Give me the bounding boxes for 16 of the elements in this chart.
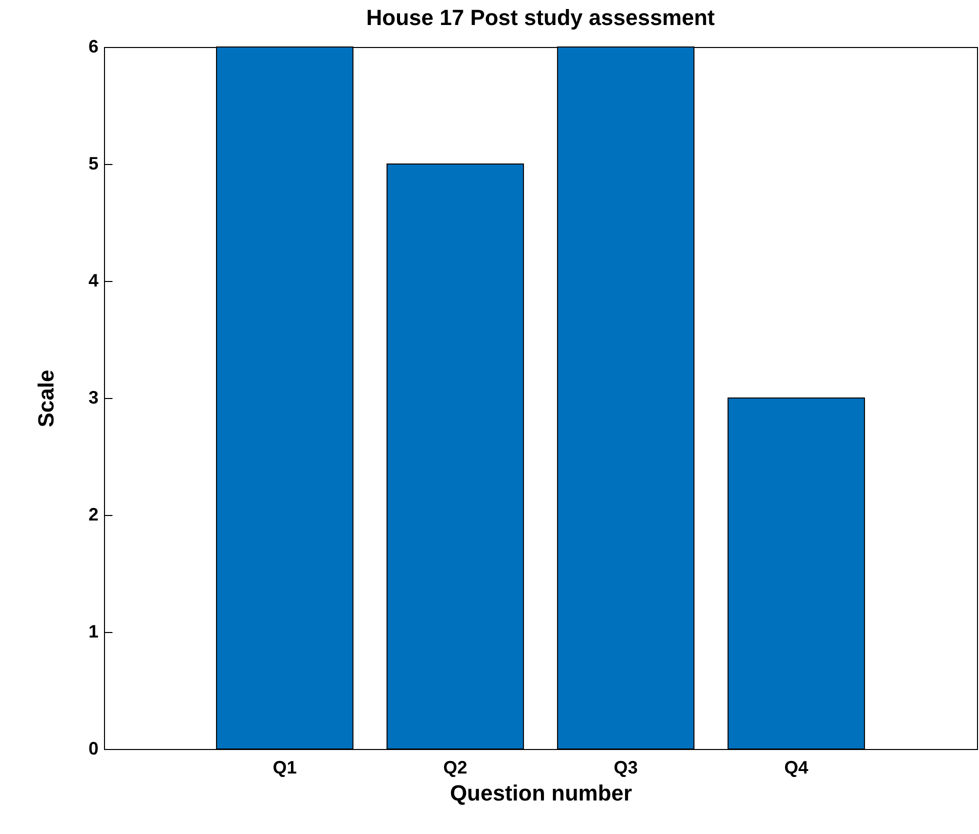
chart-title: House 17 Post study assessment: [366, 5, 716, 30]
y-tick-label: 3: [88, 388, 98, 408]
bar: [386, 164, 524, 750]
x-tick-label: Q3: [614, 758, 638, 778]
y-axis-title: Scale: [33, 370, 58, 428]
x-tick-label: Q2: [443, 758, 468, 778]
x-axis-title: Question number: [450, 780, 632, 806]
x-tick-label: Q1: [272, 758, 297, 778]
y-tick-label: 6: [88, 36, 98, 56]
y-tick-label: 2: [88, 504, 98, 524]
bar: [728, 398, 865, 750]
y-tick-label: 4: [88, 270, 98, 290]
y-tick-label: 1: [88, 622, 98, 642]
y-tick-label: 0: [88, 738, 98, 758]
x-tick-label: Q4: [784, 758, 808, 778]
y-tick-label: 5: [88, 154, 98, 174]
